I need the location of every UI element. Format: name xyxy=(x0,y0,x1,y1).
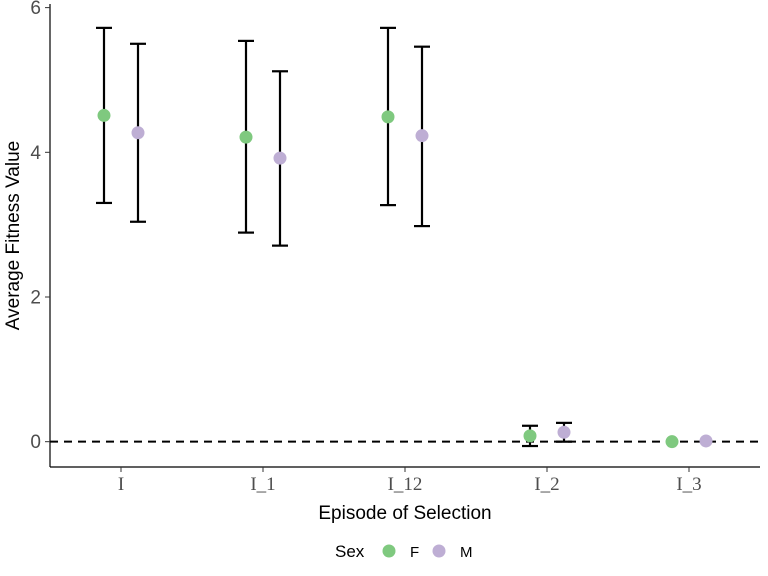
data-point-F xyxy=(381,110,395,124)
legend: Sex F M xyxy=(335,542,473,561)
y-axis-title: Average Fitness Value xyxy=(3,141,24,330)
legend-label-F: F xyxy=(410,544,419,561)
data-point-M xyxy=(131,126,145,140)
x-tick-label: I_3 xyxy=(676,474,701,495)
y-tick-label: 4 xyxy=(30,143,41,164)
legend-title: Sex xyxy=(335,542,365,561)
x-axis-title: Episode of Selection xyxy=(318,503,491,524)
y-tick-label: 0 xyxy=(30,432,41,453)
data-point-M xyxy=(415,129,429,143)
y-tick-label: 2 xyxy=(30,287,41,308)
x-tick-label: I xyxy=(118,474,124,495)
data-point-M xyxy=(699,434,713,448)
axes: 0 2 4 6 I I_1 I_12 I_2 I_3 xyxy=(30,0,760,495)
x-tick-label: I_1 xyxy=(250,474,275,495)
plot-area xyxy=(50,26,760,449)
data-point-F xyxy=(665,435,679,449)
legend-key-F xyxy=(382,544,396,558)
data-point-F xyxy=(523,429,537,443)
legend-label-M: M xyxy=(460,544,473,561)
data-point-F xyxy=(239,130,253,144)
legend-key-M xyxy=(432,544,446,558)
x-tick-label: I_12 xyxy=(388,474,423,495)
y-tick-label: 6 xyxy=(30,0,41,19)
data-point-M xyxy=(273,151,287,165)
data-point-F xyxy=(97,108,111,122)
data-point-M xyxy=(557,425,571,439)
x-tick-label: I_2 xyxy=(534,474,559,495)
